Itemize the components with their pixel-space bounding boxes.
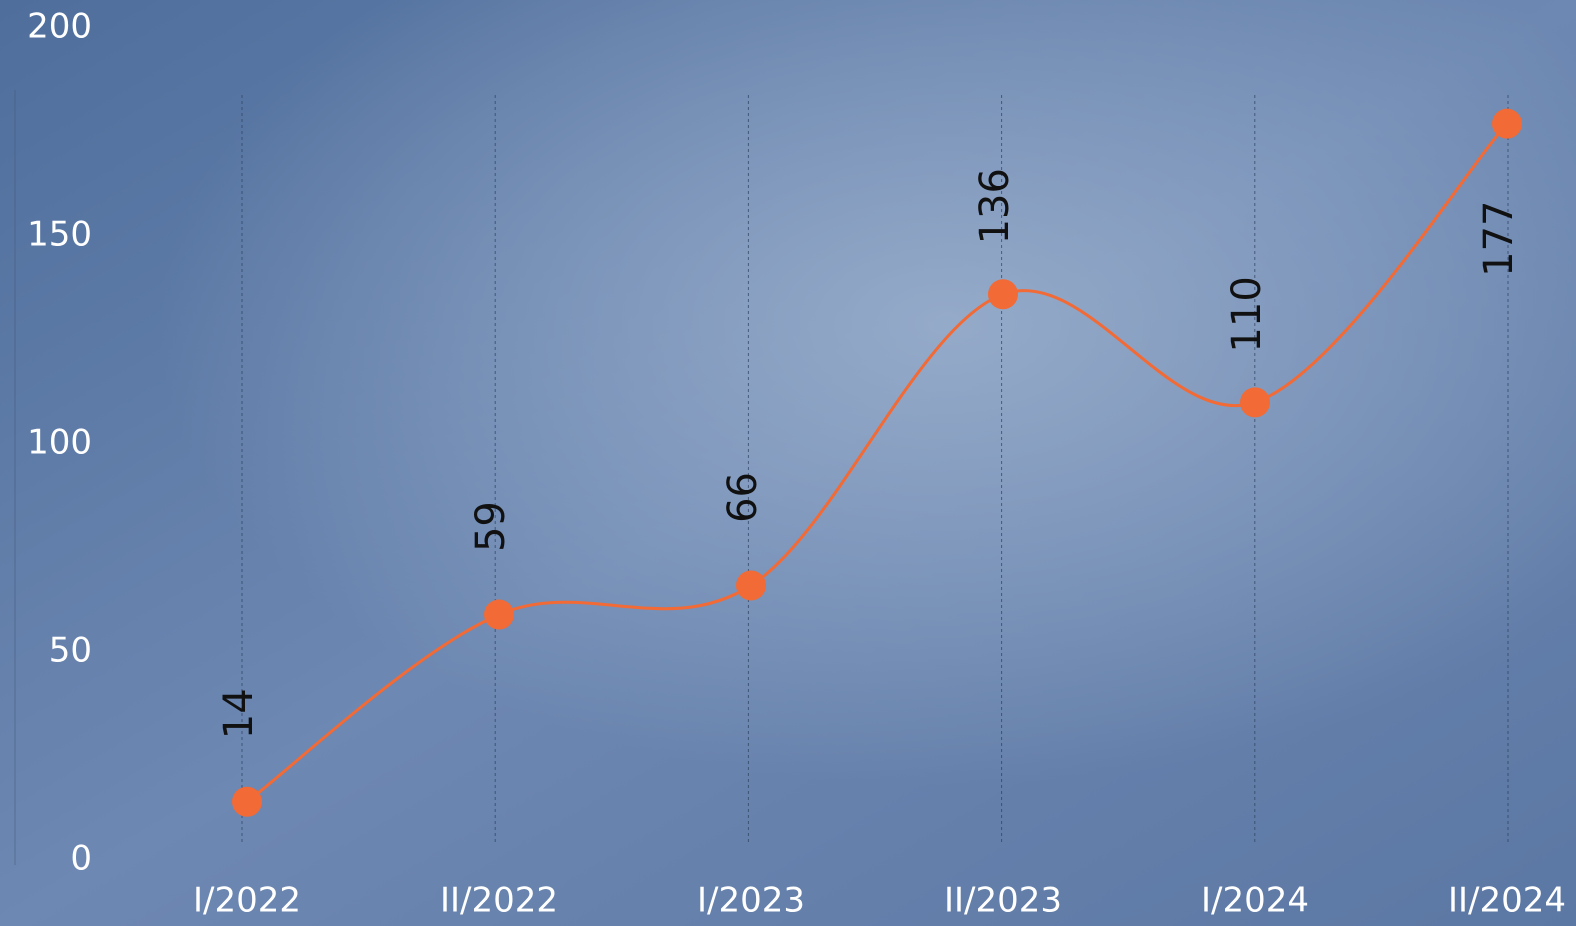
point — [1240, 387, 1270, 417]
point — [232, 787, 262, 817]
y-tick-label: 100 — [27, 423, 92, 463]
y-tick-label: 200 — [27, 7, 92, 47]
y-tick-label: 150 — [27, 215, 92, 255]
point — [736, 570, 766, 600]
point — [1492, 109, 1522, 139]
data-label: 14 — [216, 688, 262, 739]
point — [988, 279, 1018, 309]
data-label: 66 — [720, 472, 766, 523]
background-light — [0, 0, 1576, 926]
chart: 0 50 100 150 200 I/2022 II/2022 I/2023 II/2023 I/… — [0, 0, 1576, 926]
y-tick-label: 50 — [49, 631, 92, 671]
x-tick-label: I/2022 — [193, 881, 301, 921]
page: {"chart_data": {"type": "line", "categor… — [0, 0, 1576, 926]
data-label: 110 — [1224, 276, 1270, 352]
x-tick-label: II/2022 — [440, 881, 558, 921]
y-tick-label: 0 — [70, 839, 92, 879]
point — [484, 600, 514, 630]
data-label: 177 — [1476, 201, 1522, 277]
x-tick-label: II/2023 — [944, 881, 1062, 921]
x-tick-label: I/2023 — [697, 881, 805, 921]
x-tick-label: II/2024 — [1448, 881, 1566, 921]
x-tick-label: I/2024 — [1201, 881, 1309, 921]
data-label: 136 — [972, 168, 1018, 244]
data-label: 59 — [468, 501, 514, 552]
